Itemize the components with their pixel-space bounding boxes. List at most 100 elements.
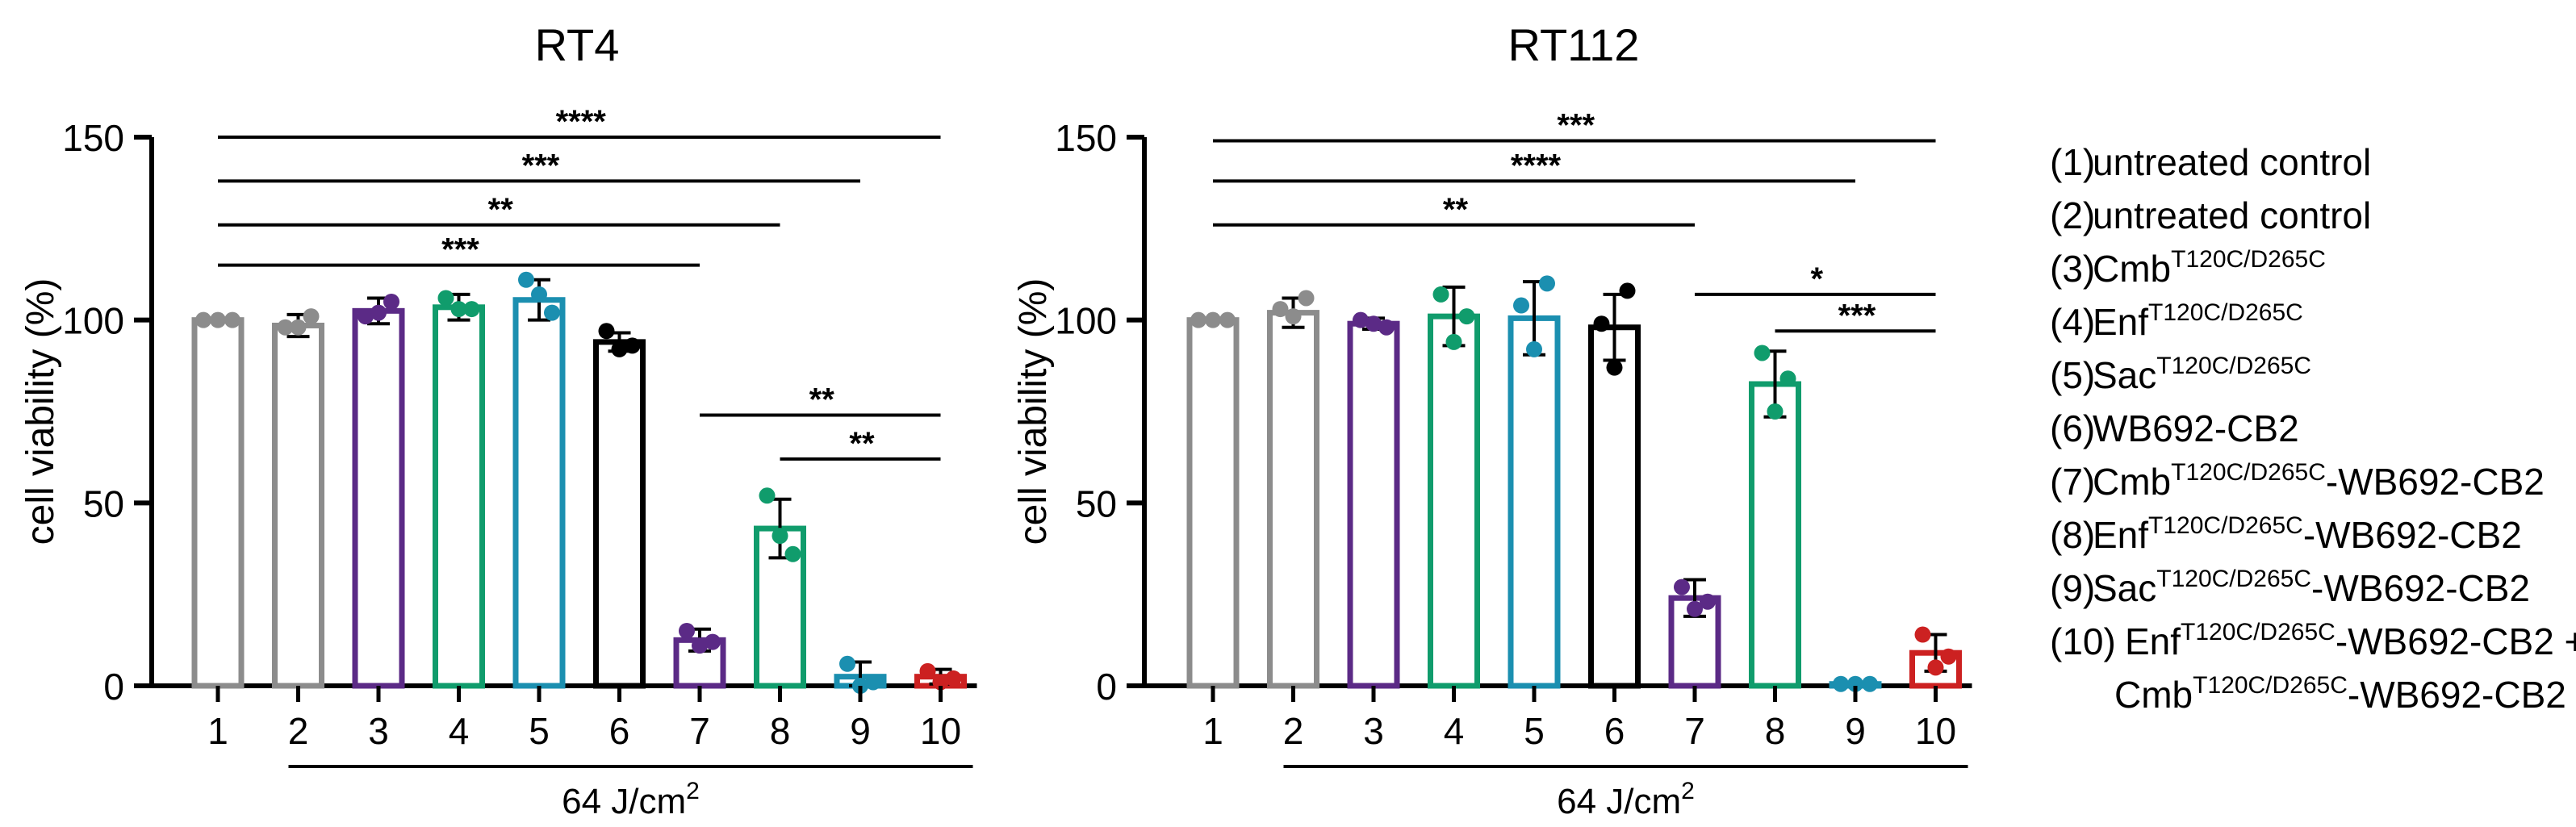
chart-panel-1: RT4 0 50 100 150 cell viability (%) 1 2 3 4 5 6 7 8 9 1… xyxy=(19,19,977,821)
legend-number: (1) xyxy=(2050,141,2095,183)
bar-2 xyxy=(272,322,324,689)
legend-label: untreated control xyxy=(2093,141,2371,183)
data-point xyxy=(463,301,480,318)
y-tick-label: 100 xyxy=(62,300,124,342)
bar-6 xyxy=(593,339,646,689)
data-point xyxy=(919,662,936,679)
data-point xyxy=(450,301,467,318)
data-point xyxy=(1767,403,1784,420)
x-tick-label: 8 xyxy=(1765,710,1786,752)
significance-label: *** xyxy=(441,232,479,268)
bar-1 xyxy=(191,317,245,689)
x-tick-label: 8 xyxy=(770,710,791,752)
bar-4 xyxy=(433,304,485,689)
data-point xyxy=(865,674,881,691)
x-tick-label: 3 xyxy=(368,710,389,752)
y-tick-label: 50 xyxy=(1076,482,1117,524)
x-tick-label: 2 xyxy=(288,710,309,752)
data-point xyxy=(224,311,240,328)
significance-label: ** xyxy=(809,382,835,418)
data-point xyxy=(358,308,374,325)
data-point xyxy=(1205,311,1221,328)
x-tick-label: 9 xyxy=(1845,710,1866,752)
legend-number: (2) xyxy=(2050,194,2095,236)
bar-4 xyxy=(1428,313,1480,689)
y-tick-label: 0 xyxy=(1096,666,1117,708)
data-point xyxy=(1700,593,1716,610)
legend-number: (4) xyxy=(2050,301,2095,343)
data-point xyxy=(932,674,949,691)
x-tick-label: 1 xyxy=(1202,710,1223,752)
data-point xyxy=(531,286,547,303)
chart-title: RT112 xyxy=(1508,19,1640,70)
y-axis-label: cell viability (%) xyxy=(19,278,62,545)
significance-label: **** xyxy=(556,104,607,140)
data-point xyxy=(1940,648,1957,665)
legend-label: WB692-CB2 xyxy=(2093,407,2299,449)
data-point xyxy=(1674,578,1690,595)
significance-label: ** xyxy=(1443,192,1469,228)
data-point xyxy=(518,271,534,288)
data-point xyxy=(210,311,226,328)
x-tick-label: 9 xyxy=(850,710,871,752)
legend-label: EnfT120C/D265C xyxy=(2093,299,2303,343)
significance-label: ** xyxy=(488,192,514,228)
data-point xyxy=(705,633,721,650)
data-point xyxy=(1606,359,1623,376)
data-point xyxy=(544,304,560,321)
data-point xyxy=(1353,311,1369,328)
x-tick-label: 5 xyxy=(529,710,550,752)
legend-label: CmbT120C/D265C-WB692-CB2 xyxy=(2114,672,2566,716)
data-point xyxy=(1298,290,1315,307)
data-point xyxy=(1219,311,1236,328)
y-tick-label: 100 xyxy=(1055,300,1117,342)
legend-label: EnfT120C/D265C-WB692-CB2 xyxy=(2093,512,2522,556)
significance-label: *** xyxy=(522,148,560,183)
legend-number: (7) xyxy=(2050,461,2095,503)
y-tick-label: 150 xyxy=(62,117,124,159)
bar-1 xyxy=(1186,317,1240,689)
data-point xyxy=(1513,297,1529,314)
data-point xyxy=(1862,675,1878,692)
y-tick-label: 50 xyxy=(83,482,124,524)
data-point xyxy=(1687,600,1703,617)
data-point xyxy=(772,528,788,545)
bar-6 xyxy=(1588,324,1641,689)
legend-number: (6) xyxy=(2050,407,2095,449)
x-tick-label: 3 xyxy=(1363,710,1384,752)
legend-number: (10) xyxy=(2050,620,2116,662)
legend-label: CmbT120C/D265C xyxy=(2093,246,2326,290)
data-point xyxy=(303,308,320,325)
x-tick-label: 4 xyxy=(1444,710,1465,752)
x-tick-label: 5 xyxy=(1524,710,1545,752)
data-point xyxy=(1779,370,1796,387)
data-point xyxy=(1539,275,1555,292)
legend-label: CmbT120C/D265C-WB692-CB2 xyxy=(2093,459,2545,503)
data-point xyxy=(1593,315,1610,332)
legend-number: (5) xyxy=(2050,354,2095,396)
legend-number: (3) xyxy=(2050,248,2095,290)
x-tick-label: 4 xyxy=(449,710,470,752)
y-tick-label: 150 xyxy=(1055,117,1117,159)
data-point xyxy=(839,655,855,672)
data-point xyxy=(290,319,307,336)
x-tick-label: 10 xyxy=(920,710,961,752)
data-point xyxy=(759,487,776,504)
data-point xyxy=(1190,311,1206,328)
data-point xyxy=(1833,675,1849,692)
data-point xyxy=(1927,659,1944,676)
bar-3 xyxy=(1347,320,1400,689)
x-tick-label: 1 xyxy=(207,710,228,752)
data-point xyxy=(277,319,294,336)
significance-label: ** xyxy=(849,426,875,462)
x-tick-label: 2 xyxy=(1283,710,1304,752)
significance-label: *** xyxy=(1838,298,1876,333)
legend-number: (8) xyxy=(2050,514,2095,556)
data-point xyxy=(383,294,399,310)
data-point xyxy=(945,670,962,687)
data-point xyxy=(1526,340,1542,357)
dose-label: 64 J/cm2 xyxy=(562,778,700,821)
significance-label: **** xyxy=(1511,148,1562,183)
significance-label: * xyxy=(1810,261,1823,297)
data-point xyxy=(1458,308,1475,325)
